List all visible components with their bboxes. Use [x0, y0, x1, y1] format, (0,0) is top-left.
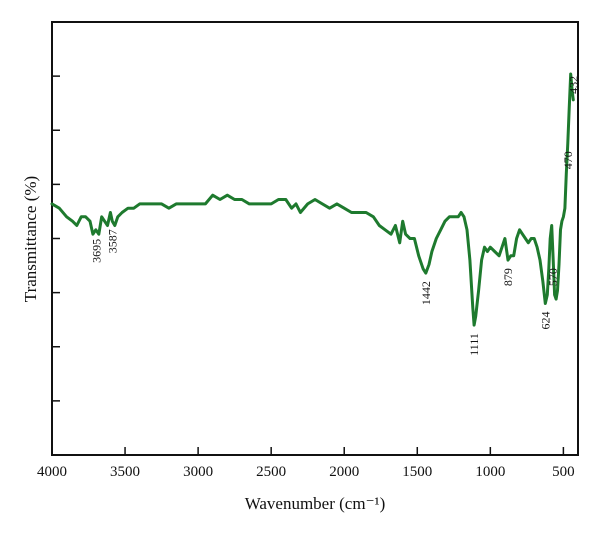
peak-label: 1111 [467, 333, 481, 356]
y-ticks [52, 75, 60, 402]
peak-label: 3587 [105, 229, 119, 253]
peak-annotations: 3695 3587 1442 1111 879 624 570 470 432 [90, 76, 581, 356]
peak-label: 879 [501, 268, 515, 286]
peak-label: 470 [561, 151, 575, 169]
x-tick-label: 2000 [329, 464, 359, 480]
x-axis-label: Wavenumber (cm⁻¹) [245, 494, 386, 513]
peak-label: 570 [546, 268, 560, 286]
x-tick-label: 3000 [183, 464, 213, 480]
x-tick-label: 3500 [110, 464, 140, 480]
peak-label: 3695 [90, 239, 104, 263]
x-tick-label: 1000 [475, 464, 505, 480]
x-tick-label: 4000 [37, 464, 67, 480]
peak-label: 624 [538, 312, 552, 330]
x-tick-label: 500 [552, 464, 575, 480]
plot-frame [51, 21, 579, 456]
transmittance-line [50, 72, 575, 327]
x-tick-label: 2500 [256, 464, 286, 480]
y-axis-label: Transmittance (%) [21, 176, 40, 302]
x-ticks: 4000 3500 3000 2500 2000 1500 1000 500 [37, 447, 575, 480]
peak-label: 432 [566, 76, 580, 94]
peak-label: 1442 [419, 281, 433, 305]
x-tick-label: 1500 [402, 464, 432, 480]
